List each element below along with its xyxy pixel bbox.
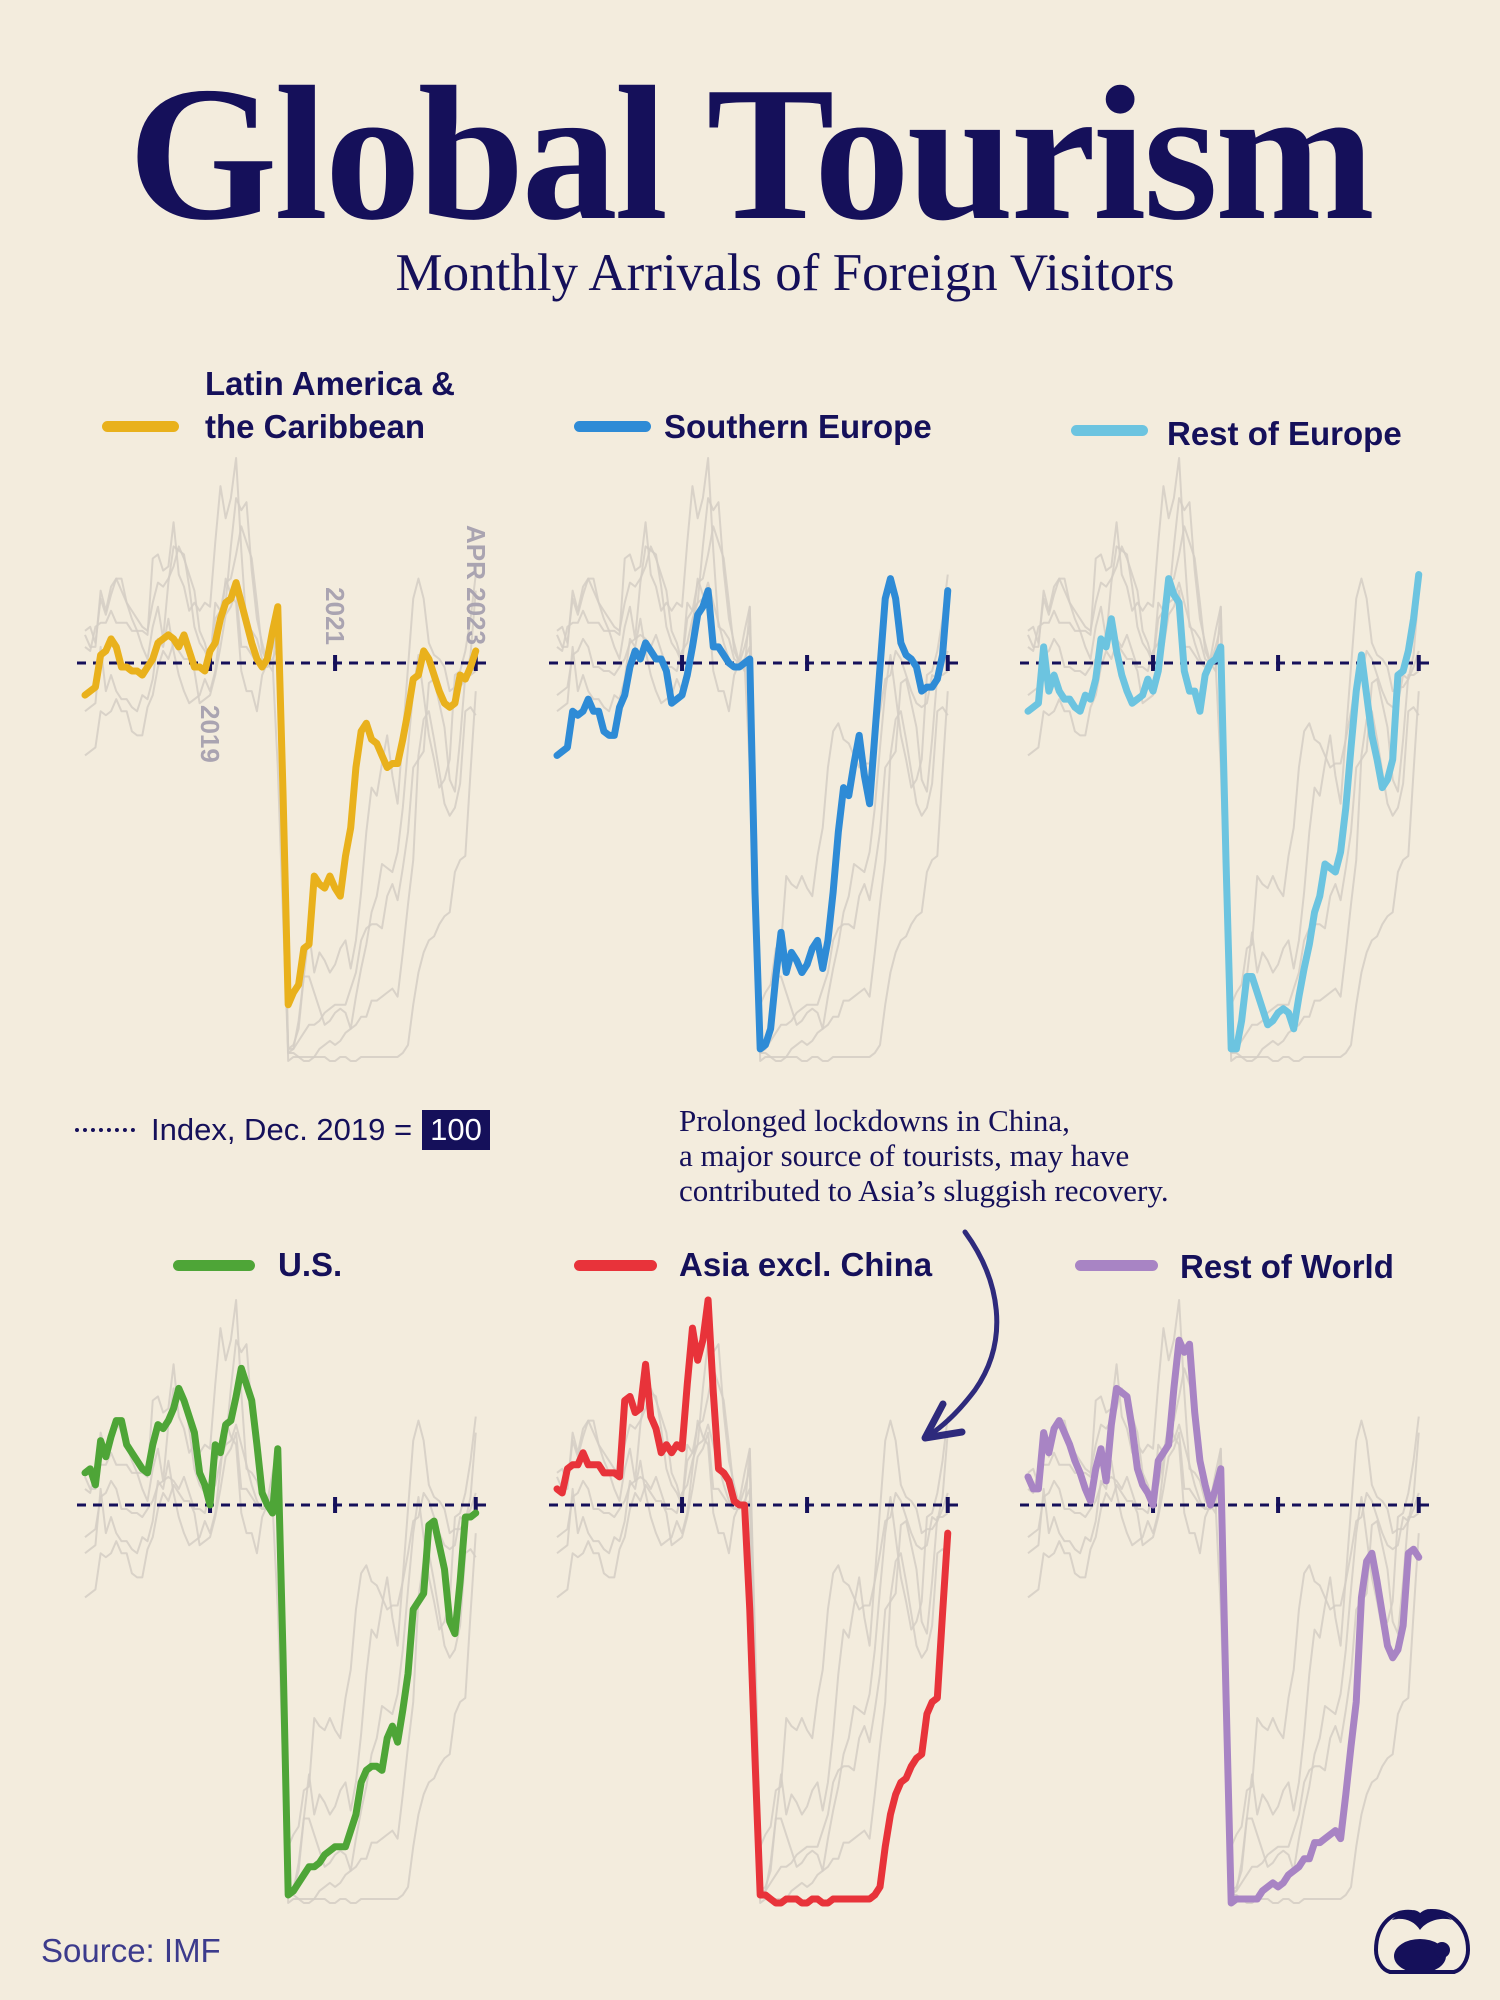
legend-swatch-southern-europe <box>574 421 651 432</box>
legend-label-rest-of-world: Rest of World <box>1180 1248 1394 1285</box>
annotation-line: Prolonged lockdowns in China, <box>679 1103 1070 1138</box>
panel-u-s <box>77 1298 488 1904</box>
panel-asia-excl-china <box>549 1296 960 1907</box>
series-line-latin-america-the-caribbean <box>81 579 480 1009</box>
series-line-u-s <box>81 1364 480 1899</box>
legend-label-latin-america: Latin America & the Caribbean <box>205 365 456 445</box>
index-baseline-legend: Index, Dec. 2019 = 100 <box>75 1110 490 1150</box>
series-line-rest-of-world <box>1024 1336 1423 1907</box>
legend-swatch-rest-of-europe <box>1071 425 1148 436</box>
publisher-logo-icon <box>1373 1908 1471 1974</box>
x-tick-label: APR 2023 <box>461 525 491 645</box>
legend-label-rest-of-europe: Rest of Europe <box>1167 415 1402 452</box>
context-line-asia-excl-china <box>84 456 477 1062</box>
legend-label-southern-europe: Southern Europe <box>664 408 932 445</box>
panel-latin-america-the-caribbean: 2019 2021 APR 2023 <box>77 456 491 1062</box>
index-label: Index, Dec. 2019 = <box>151 1112 413 1147</box>
context-line-rest-of-world <box>556 1339 949 1904</box>
x-tick-label: 2019 <box>195 705 225 763</box>
china-lockdown-annotation: Prolonged lockdowns in China, a major so… <box>679 1103 1169 1208</box>
panel-southern-europe <box>549 456 960 1062</box>
annotation-line: a major source of tourists, may have <box>679 1138 1130 1173</box>
x-tick-label: 2021 <box>320 587 350 645</box>
dotted-baseline-swatch <box>75 1128 135 1132</box>
index-value-badge: 100 <box>422 1110 490 1150</box>
legend-swatch-asia <box>574 1260 657 1271</box>
series-line-southern-europe <box>553 575 952 1053</box>
annotation-arrow-icon <box>921 1229 1000 1442</box>
legend-swatch-us <box>173 1260 255 1271</box>
legend-swatch-latin-america <box>102 421 179 432</box>
source-note: Source: IMF <box>41 1932 221 1969</box>
legend-swatch-rest-of-world <box>1075 1260 1158 1271</box>
panel-rest-of-europe <box>1020 456 1431 1062</box>
series-line-rest-of-europe <box>1024 571 1423 1053</box>
series-line-asia-excl-china <box>553 1296 952 1907</box>
legend-label-asia: Asia excl. China <box>679 1246 933 1283</box>
page-subtitle: Monthly Arrivals of Foreign Visitors <box>395 244 1175 302</box>
annotation-line: contributed to Asia’s sluggish recovery. <box>679 1173 1169 1208</box>
legend-label-us: U.S. <box>278 1246 343 1283</box>
page-title: Global Tourism <box>128 47 1375 260</box>
panel-rest-of-world <box>1020 1298 1431 1907</box>
